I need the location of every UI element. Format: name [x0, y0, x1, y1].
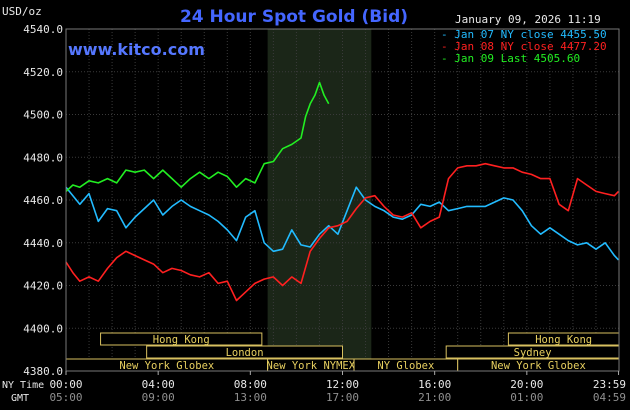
x-tick-label-ny: 00:00 [49, 378, 82, 391]
y-tick-label: 4380.0 [23, 365, 63, 378]
legend: - Jan 07 NY close 4455.50 - Jan 08 NY cl… [441, 28, 607, 65]
y-tick-label: 4480.0 [23, 151, 63, 164]
legend-jan07: - Jan 07 NY close 4455.50 [441, 28, 607, 41]
y-tick-label: 4440.0 [23, 237, 63, 250]
source-watermark: www.kitco.com [68, 40, 205, 59]
market-session-box [100, 332, 263, 346]
chart-title: 24 Hour Spot Gold (Bid) [180, 7, 408, 27]
legend-jan08: - Jan 08 NY close 4477.20 [441, 40, 607, 53]
y-tick-label: 4420.0 [23, 280, 63, 293]
x-tick-label-gmt: 04:59 [593, 391, 626, 404]
y-tick-label: 4540.0 [23, 23, 63, 36]
market-session-label: Hong Kong [535, 334, 592, 346]
timestamp: January 09, 2026 11:19 [455, 13, 601, 26]
ny-time-label: NY Time [2, 380, 44, 391]
x-tick-label-ny: 08:00 [234, 378, 267, 391]
x-tick-label-gmt: 21:00 [418, 391, 451, 404]
x-tick-label-ny: 20:00 [510, 378, 543, 391]
series-line-jan-09 [65, 81, 330, 192]
market-session-label: New York Globex [491, 360, 586, 372]
market-session-label: New York NYMEX [267, 360, 356, 372]
x-tick-label-gmt: 17:00 [326, 391, 359, 404]
x-tick-label-gmt: 09:00 [142, 391, 175, 404]
unit-label: USD/oz [2, 5, 42, 18]
x-tick-label-ny: 16:00 [418, 378, 451, 391]
x-tick-label-ny: 12:00 [326, 378, 359, 391]
market-session-label: New York Globex [119, 360, 214, 372]
market-session-label: Hong Kong [153, 334, 210, 346]
x-tick-label-ny: 04:00 [142, 378, 175, 391]
y-tick-label: 4500.0 [23, 109, 63, 122]
y-tick-label: 4520.0 [23, 66, 63, 79]
legend-jan09: - Jan 09 Last 4505.60 [441, 52, 580, 65]
y-tick-label: 4400.0 [23, 322, 63, 335]
y-tick-label: 4460.0 [23, 194, 63, 207]
x-tick-label-gmt: 13:00 [234, 391, 267, 404]
x-tick-label-gmt: 05:00 [49, 391, 82, 404]
market-session-label: Sydney [514, 347, 552, 359]
series-line-jan-07 [65, 186, 620, 261]
gmt-label: GMT [11, 393, 29, 404]
series-line-jan-08 [65, 162, 620, 302]
x-tick-label-ny: 23:59 [593, 378, 626, 391]
market-session-label: London [226, 347, 264, 359]
market-session-label: NY Globex [377, 360, 434, 372]
x-tick-label-gmt: 01:00 [510, 391, 543, 404]
market-session-box [146, 345, 343, 359]
